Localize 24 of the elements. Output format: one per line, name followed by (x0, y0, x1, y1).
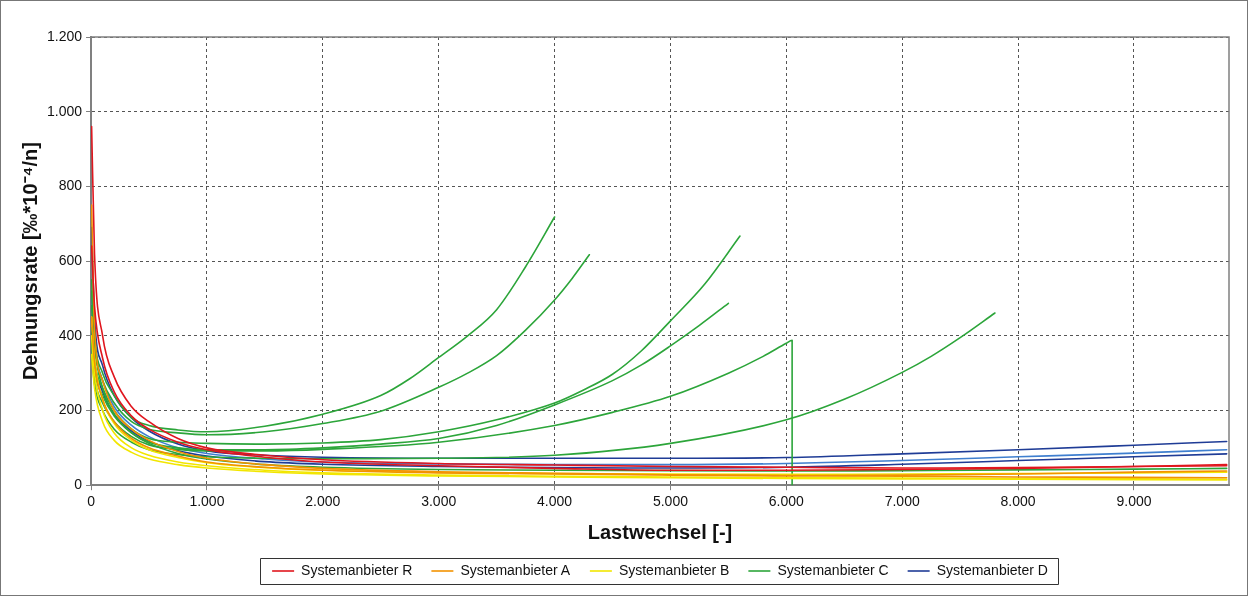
x-axis-title: Lastwechsel [-] (587, 520, 733, 543)
x-tick-label: 4.000 (537, 493, 573, 510)
legend-label: Systemanbieter A (460, 561, 571, 578)
y-tick-label: 1.200 (46, 27, 83, 44)
y-tick-label: 600 (58, 251, 83, 268)
x-tick-label: 1.000 (189, 493, 225, 510)
y-tick-label: 200 (58, 401, 83, 418)
x-tick-label: 8.000 (1000, 493, 1036, 510)
x-tick-label: 3.000 (421, 493, 457, 510)
y-tick-label: 0 (74, 476, 83, 493)
x-tick-label: 9.000 (1116, 493, 1152, 510)
x-tick-label: 7.000 (884, 493, 920, 510)
legend-label: Systemanbieter R (301, 561, 413, 578)
x-tick-label: 5.000 (652, 493, 689, 510)
x-tick-label: 2.000 (305, 493, 341, 510)
legend-label: Systemanbieter D (936, 561, 1048, 578)
legend-label: Systemanbieter B (618, 561, 730, 578)
y-axis-title: Dehnungsrate [‰*10⁻⁴/n] (18, 142, 41, 381)
legend-label: Systemanbieter C (777, 561, 889, 578)
x-tick-label: 0 (87, 493, 96, 510)
y-tick-label: 400 (58, 326, 83, 343)
y-tick-label: 800 (58, 177, 83, 194)
x-tick-label: 6.000 (768, 493, 805, 510)
y-tick-label: 1.000 (46, 102, 83, 119)
